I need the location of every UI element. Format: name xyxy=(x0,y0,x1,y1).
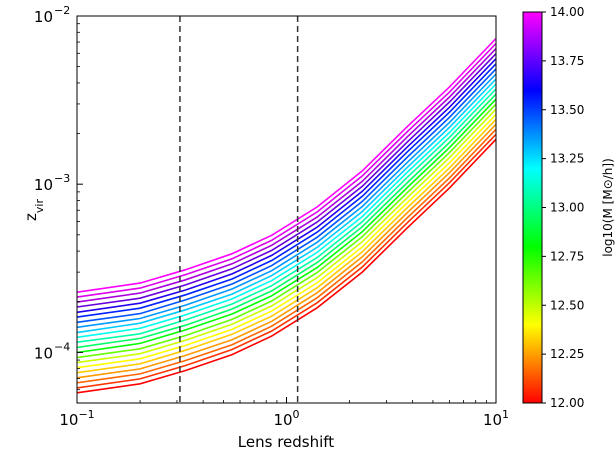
series-line-12 xyxy=(76,78,497,334)
y-axis-label: zvir xyxy=(22,199,46,221)
colorbar-tick-label-8: 14.00 xyxy=(550,5,584,19)
series-line-17 xyxy=(76,53,497,308)
colorbar-tick-label-0: 12.00 xyxy=(550,396,584,410)
colorbar-tick-label-6: 13.50 xyxy=(550,103,584,117)
series-line-9 xyxy=(76,93,497,349)
colorbar-tick-label-1: 12.25 xyxy=(550,347,584,361)
reference-lines xyxy=(179,16,299,403)
colorbar-tick-label-5: 13.25 xyxy=(550,152,584,166)
y-tick-label-2: 10 xyxy=(34,8,53,26)
colorbar-tick-label-4: 13.00 xyxy=(550,201,584,215)
series-line-0 xyxy=(76,138,497,394)
x-axis-label: Lens redshift xyxy=(238,433,335,451)
colorbar-tick-label-3: 12.75 xyxy=(550,249,584,263)
series-line-1 xyxy=(76,133,497,389)
series-line-7 xyxy=(76,103,497,359)
series-line-20 xyxy=(76,37,497,293)
series-line-10 xyxy=(76,88,497,343)
y-tick-exp-1: −3 xyxy=(54,172,70,185)
colorbar: 12.00 12.25 12.50 12.75 13.00 13.25 13.50 13.75… xyxy=(522,5,615,410)
series-line-2 xyxy=(76,128,497,384)
series-line-16 xyxy=(76,58,497,314)
series-line-18 xyxy=(76,48,497,303)
series-line-3 xyxy=(76,123,497,379)
series-line-15 xyxy=(76,63,497,318)
y-tick-label-1: 10 xyxy=(34,176,53,194)
series-layer xyxy=(76,37,497,394)
series-line-4 xyxy=(76,118,497,374)
y-tick-label-0: 10 xyxy=(34,344,53,362)
colorbar-tick-label-7: 13.75 xyxy=(550,54,584,68)
plot-frame xyxy=(76,15,497,404)
series-line-5 xyxy=(76,113,497,369)
series-line-8 xyxy=(76,98,497,354)
y-axis: 10−410−310−2 xyxy=(34,4,83,391)
y-tick-exp-0: −4 xyxy=(54,340,70,353)
series-line-19 xyxy=(76,42,497,298)
series-line-6 xyxy=(76,108,497,364)
colorbar-tick-label-2: 12.50 xyxy=(550,298,584,312)
x-axis: 10−1 100 101 xyxy=(59,397,509,429)
series-line-13 xyxy=(76,73,497,329)
x-tick-label-2: 101 xyxy=(483,408,509,429)
series-line-11 xyxy=(76,83,497,339)
x-tick-label-0: 10−1 xyxy=(59,408,94,429)
colorbar-gradient xyxy=(522,11,543,404)
y-tick-exp-2: −2 xyxy=(54,4,70,17)
colorbar-label: log10(M [M⊙/h]) xyxy=(601,158,615,257)
series-line-14 xyxy=(76,68,497,324)
x-tick-label-1: 100 xyxy=(273,408,299,429)
